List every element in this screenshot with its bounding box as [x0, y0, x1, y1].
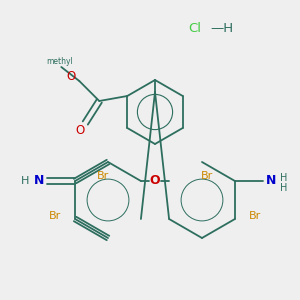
Text: H: H: [280, 183, 288, 193]
Text: Br: Br: [201, 171, 213, 181]
Text: O: O: [67, 70, 76, 83]
Text: O: O: [150, 175, 160, 188]
Text: N: N: [266, 175, 276, 188]
Text: Br: Br: [249, 211, 261, 221]
Text: H: H: [21, 176, 29, 186]
Text: methyl: methyl: [46, 56, 73, 65]
Text: Br: Br: [49, 211, 61, 221]
Text: O: O: [76, 124, 85, 137]
Text: N: N: [34, 175, 44, 188]
Text: Br: Br: [97, 171, 109, 181]
Text: H: H: [280, 173, 288, 183]
Text: —H: —H: [210, 22, 233, 35]
Text: Cl: Cl: [188, 22, 201, 35]
